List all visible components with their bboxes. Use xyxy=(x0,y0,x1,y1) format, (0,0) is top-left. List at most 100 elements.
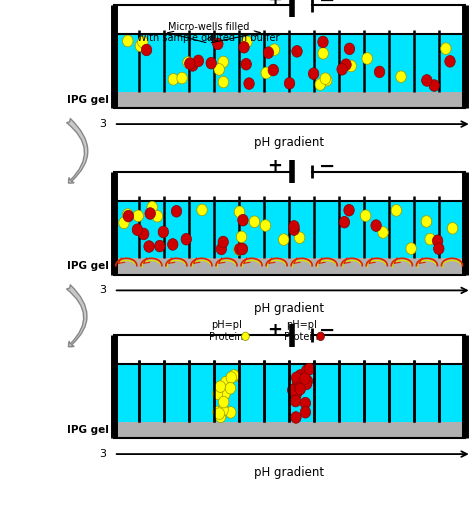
Circle shape xyxy=(268,64,279,76)
Circle shape xyxy=(141,44,152,56)
Text: pH gradient: pH gradient xyxy=(254,302,324,315)
Circle shape xyxy=(294,232,305,243)
Circle shape xyxy=(269,44,280,55)
Bar xyxy=(114,201,465,258)
Text: pH gradient: pH gradient xyxy=(254,466,324,479)
Circle shape xyxy=(291,388,301,400)
Text: +: + xyxy=(267,157,283,175)
Circle shape xyxy=(421,215,432,227)
Circle shape xyxy=(220,388,230,400)
Circle shape xyxy=(238,214,248,226)
Circle shape xyxy=(237,243,248,255)
Text: 3: 3 xyxy=(100,449,107,459)
Circle shape xyxy=(215,411,226,422)
Circle shape xyxy=(214,64,224,76)
Circle shape xyxy=(219,396,229,408)
Bar xyxy=(114,364,465,438)
Text: Protein: Protein xyxy=(284,332,319,342)
Circle shape xyxy=(301,365,312,376)
Text: IPG gel: IPG gel xyxy=(67,95,109,105)
Circle shape xyxy=(261,67,272,79)
Bar xyxy=(114,92,465,108)
Circle shape xyxy=(301,378,312,390)
Circle shape xyxy=(432,235,443,247)
Circle shape xyxy=(292,372,302,384)
Circle shape xyxy=(244,78,254,89)
Circle shape xyxy=(339,216,350,228)
Circle shape xyxy=(429,80,439,91)
Circle shape xyxy=(193,55,204,67)
Circle shape xyxy=(337,63,347,75)
Circle shape xyxy=(123,209,133,220)
Circle shape xyxy=(218,56,228,68)
Circle shape xyxy=(300,373,310,384)
Circle shape xyxy=(321,74,332,86)
Circle shape xyxy=(218,236,228,248)
Circle shape xyxy=(241,59,251,70)
Circle shape xyxy=(360,210,371,222)
Circle shape xyxy=(188,60,198,71)
Circle shape xyxy=(318,48,328,59)
Circle shape xyxy=(309,68,319,80)
Bar xyxy=(214,364,239,422)
Bar xyxy=(114,364,465,422)
Text: Protein: Protein xyxy=(210,332,244,342)
Text: +: + xyxy=(267,0,283,9)
Circle shape xyxy=(362,53,373,64)
Circle shape xyxy=(242,36,252,48)
Circle shape xyxy=(137,36,148,48)
Bar xyxy=(114,258,465,275)
Circle shape xyxy=(225,382,236,394)
Circle shape xyxy=(263,47,273,59)
Circle shape xyxy=(447,222,458,234)
Circle shape xyxy=(177,72,187,84)
Circle shape xyxy=(391,205,401,216)
Circle shape xyxy=(220,376,231,388)
Circle shape xyxy=(213,38,223,50)
Circle shape xyxy=(341,59,351,70)
Text: +: + xyxy=(267,321,283,339)
Circle shape xyxy=(302,375,313,387)
Circle shape xyxy=(212,388,223,400)
Circle shape xyxy=(425,233,436,245)
Circle shape xyxy=(320,73,330,84)
Circle shape xyxy=(118,217,129,229)
Circle shape xyxy=(291,412,301,423)
Circle shape xyxy=(279,234,289,246)
Bar xyxy=(114,34,465,92)
Circle shape xyxy=(304,363,315,375)
Circle shape xyxy=(206,58,217,69)
Bar xyxy=(289,364,314,422)
Circle shape xyxy=(284,78,295,89)
Circle shape xyxy=(249,216,260,228)
Circle shape xyxy=(300,397,310,409)
Circle shape xyxy=(295,370,305,381)
Circle shape xyxy=(145,208,155,219)
Circle shape xyxy=(168,239,178,250)
Text: pH=pI: pH=pI xyxy=(211,320,242,330)
Circle shape xyxy=(315,79,326,90)
Circle shape xyxy=(123,35,133,47)
Bar xyxy=(114,34,465,108)
Circle shape xyxy=(317,332,324,341)
Circle shape xyxy=(396,71,406,82)
Circle shape xyxy=(235,243,245,255)
Circle shape xyxy=(184,58,195,69)
Circle shape xyxy=(406,243,416,254)
Circle shape xyxy=(237,231,247,243)
Circle shape xyxy=(371,220,381,231)
Circle shape xyxy=(226,372,237,383)
Circle shape xyxy=(133,210,144,222)
Circle shape xyxy=(218,76,228,88)
Circle shape xyxy=(147,201,157,213)
Circle shape xyxy=(234,206,245,218)
Circle shape xyxy=(229,370,240,382)
Text: −: − xyxy=(319,0,335,10)
Circle shape xyxy=(228,370,239,381)
Text: pH=pI: pH=pI xyxy=(286,320,317,330)
Circle shape xyxy=(155,240,165,252)
Bar xyxy=(114,201,465,275)
Circle shape xyxy=(378,227,388,238)
Circle shape xyxy=(214,408,225,419)
Text: pH gradient: pH gradient xyxy=(254,136,324,149)
